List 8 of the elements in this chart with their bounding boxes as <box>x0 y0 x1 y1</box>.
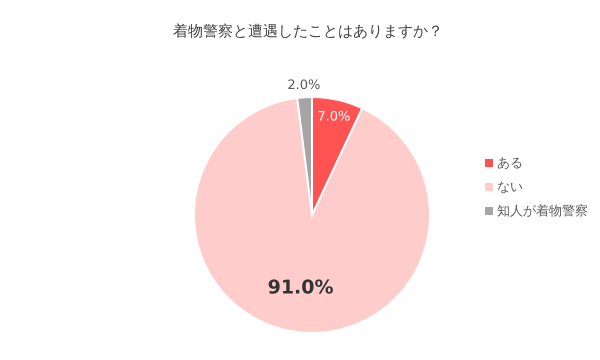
pie-slice <box>193 96 431 334</box>
chart-title: 着物警察と遭遇したことはありますか？ <box>172 22 444 41</box>
data-label: 91.0% <box>268 276 334 298</box>
data-label: 2.0% <box>287 78 320 93</box>
legend-label: ある <box>497 156 523 171</box>
legend-label: ない <box>497 180 523 195</box>
data-label: 7.0% <box>317 110 350 125</box>
legend-label: 知人が着物警察 <box>497 204 588 219</box>
